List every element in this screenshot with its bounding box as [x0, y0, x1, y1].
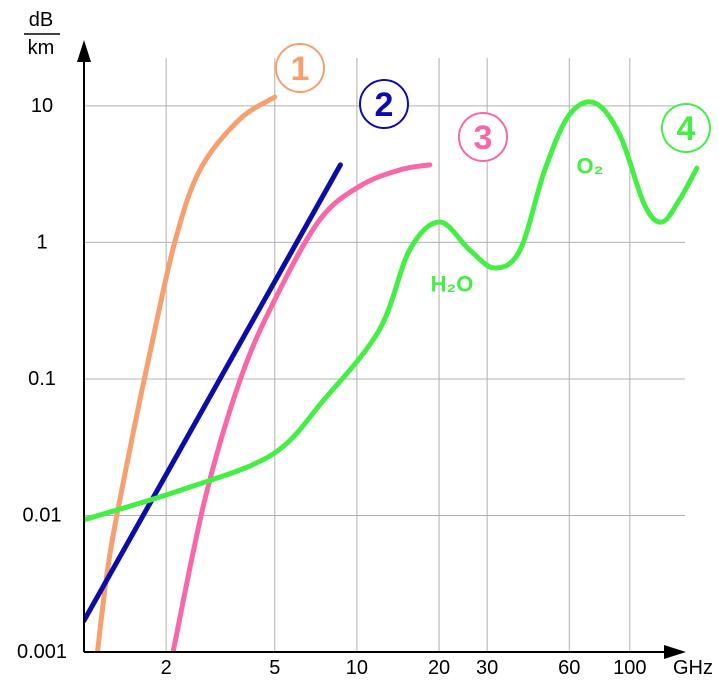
x-tick-label: 60: [558, 657, 580, 679]
x-tick-label: 30: [476, 657, 498, 679]
series-badge: [275, 43, 325, 93]
y-tick-label: 0.01: [23, 504, 62, 526]
series-label: 2: [375, 86, 394, 124]
x-tick-label: 100: [613, 657, 646, 679]
series-badge: [661, 103, 711, 153]
x-axis-arrow: [664, 645, 686, 659]
series-line: [170, 162, 433, 653]
y-tick-label: 10: [31, 95, 53, 117]
grid: [84, 58, 685, 653]
series-line: [84, 162, 343, 624]
y-tick-label: 0.1: [28, 368, 56, 390]
series-line: [84, 99, 700, 523]
x-tick-label: 5: [269, 657, 280, 679]
annotation: H₂O: [431, 272, 474, 297]
x-tick-label: 2: [161, 657, 172, 679]
y-label-denominator: km: [28, 37, 55, 59]
series-label: 4: [677, 110, 696, 148]
curves: [84, 94, 700, 653]
series-badge: [359, 79, 409, 129]
x-axis-label: GHz: [673, 657, 713, 679]
y-label-numerator: dB: [29, 9, 53, 31]
y-tick-label: 1: [36, 231, 47, 253]
series-line: [94, 94, 278, 653]
series-badge: [458, 112, 508, 162]
y-axis-arrow: [77, 40, 91, 62]
x-tick-label: 20: [428, 657, 450, 679]
annotation: O₂: [577, 154, 604, 179]
labels: 0.001 0.01 0.1 1 10 2 5 10 20 30 60 100 1 2 3 4 H₂O O₂: [17, 43, 711, 679]
series-label: 1: [291, 50, 310, 88]
axes: dB km GHz: [24, 9, 713, 679]
series-label: 3: [474, 119, 493, 157]
x-tick-label: 10: [346, 657, 368, 679]
y-tick-label: 0.001: [17, 641, 67, 663]
